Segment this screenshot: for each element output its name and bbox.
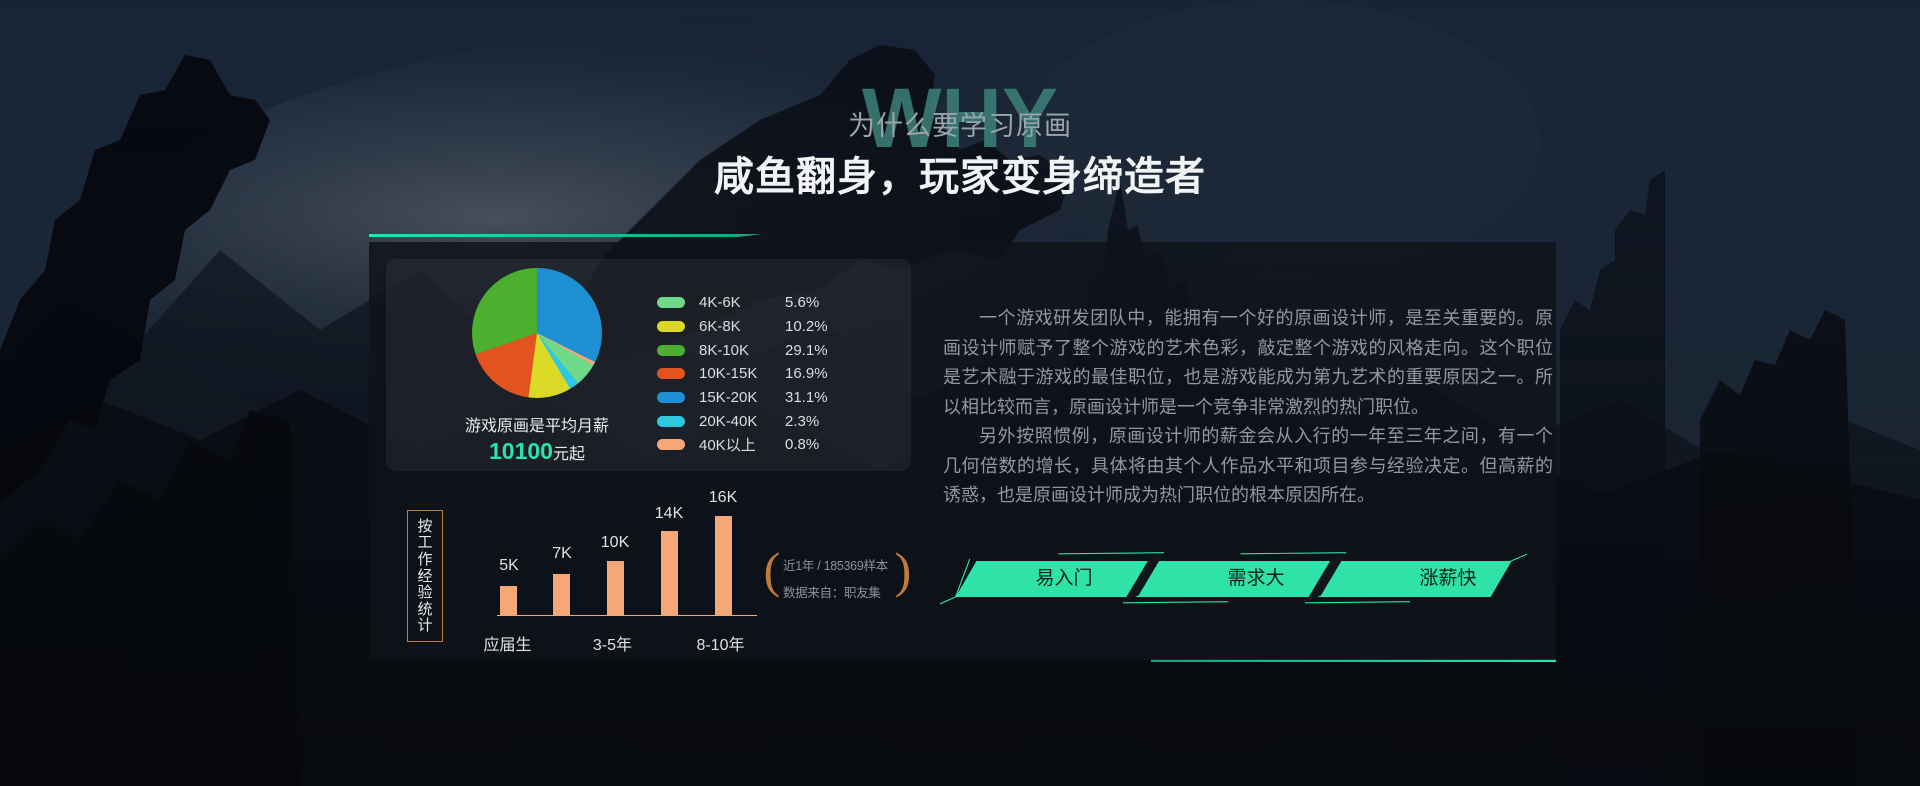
svg-text:易入门: 易入门 — [1035, 567, 1092, 589]
svg-text:需求大: 需求大 — [1227, 567, 1284, 589]
svg-text:涨薪快: 涨薪快 — [1419, 567, 1476, 589]
